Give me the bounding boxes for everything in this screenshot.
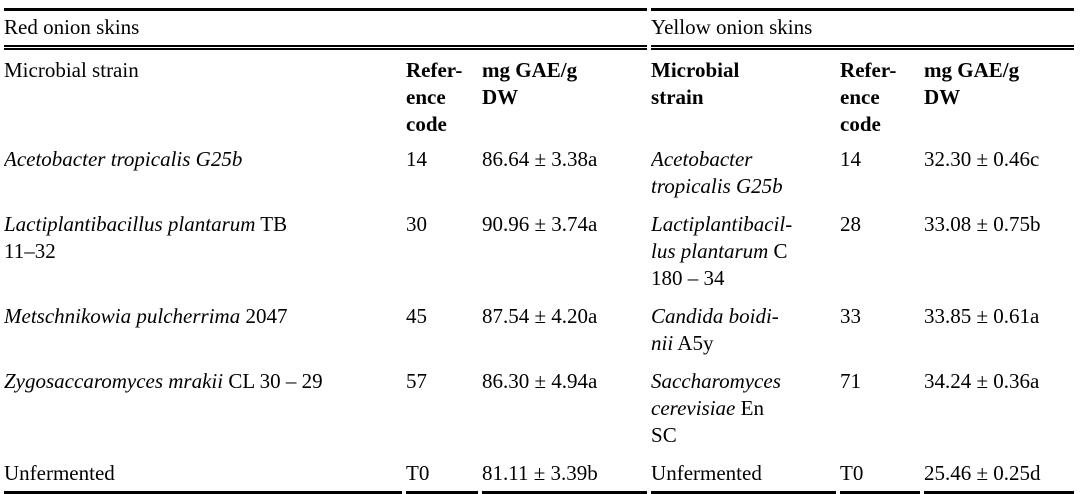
table-row: Lactiplantibacillus plantarum TB 11–32 30 9… (4, 211, 1074, 303)
value-cell-red: 81.11 ± 3.39b (482, 460, 648, 494)
reference-code-cell-red: 30 (406, 212, 427, 236)
column-header-strain-red: Microbial strain (4, 58, 139, 82)
results-table: Red onion skins Yellow onion skins Micro… (0, 8, 1078, 494)
table-row: Zygosaccaromyces mrakii CL 30 – 29 57 86.3… (4, 368, 1074, 460)
value-cell-yellow: 25.46 ± 0.25d (924, 460, 1075, 494)
reference-code-cell-yellow: 14 (840, 147, 862, 171)
group-header-yellow-onion-skins: Yellow onion skins (651, 8, 1075, 50)
strain-cell-red: Metschnikowia pulcherrima 2047 (4, 304, 288, 328)
strain-cell-red: Unfermented (4, 460, 402, 494)
table-row: Acetobacter tropicalis G25b 14 86.64 ± 3.3… (4, 146, 1074, 211)
column-header-mg-gae-yellow: mg GAE/g DW (924, 58, 1020, 109)
strain-cell-yellow: Unfermented (651, 460, 837, 494)
group-header-yellow-label: Yellow onion skins (651, 15, 813, 39)
value-cell-yellow: 33.85 ± 0.61a (924, 304, 1040, 328)
value-cell-red: 90.96 ± 3.74a (482, 212, 598, 236)
table-row: Unfermented T0 81.11 ± 3.39b Unfermented T0 2… (4, 460, 1075, 494)
column-header-strain-yellow: Microbial strain (651, 58, 740, 109)
group-header-red-label: Red onion skins (4, 15, 140, 39)
column-header-row: Microbial strain Refer-ence code mg GAE/g DW… (4, 50, 1074, 146)
value-cell-yellow: 34.24 ± 0.36a (924, 369, 1040, 393)
group-header-red-onion-skins: Red onion skins (4, 8, 648, 50)
strain-cell-yellow: Saccharomyces cerevisiae En SC (651, 369, 781, 447)
value-cell-yellow: 32.30 ± 0.46c (924, 147, 1040, 171)
reference-code-cell-red: 14 (406, 147, 427, 171)
value-cell-red: 86.64 ± 3.38a (482, 147, 598, 171)
strain-cell-red: Zygosaccaromyces mrakii CL 30 – 29 (4, 369, 323, 393)
reference-code-cell-yellow: T0 (840, 460, 921, 494)
column-header-reference-code-yellow: Refer-ence code (840, 58, 897, 136)
strain-cell-red: Acetobacter tropicalis G25b (4, 147, 243, 171)
reference-code-cell-red: 45 (406, 304, 427, 328)
reference-code-cell-yellow: 33 (840, 304, 862, 328)
value-cell-yellow: 33.08 ± 0.75b (924, 212, 1041, 236)
strain-cell-yellow: Acetobacter tropicalis G25b (651, 147, 783, 198)
reference-code-cell-yellow: 28 (840, 212, 862, 236)
strain-cell-red: Lactiplantibacillus plantarum TB 11–32 (4, 212, 288, 263)
strain-cell-yellow: Lactiplantibacil-lus plantarum C 180 – 34 (651, 212, 793, 290)
group-header-row: Red onion skins Yellow onion skins (4, 8, 1075, 50)
value-cell-red: 86.30 ± 4.94a (482, 369, 598, 393)
reference-code-cell-red: T0 (406, 460, 478, 494)
reference-code-cell-red: 57 (406, 369, 427, 393)
table-row: Metschnikowia pulcherrima 2047 45 87.54 ± … (4, 303, 1074, 368)
value-cell-red: 87.54 ± 4.20a (482, 304, 598, 328)
reference-code-cell-yellow: 71 (840, 369, 862, 393)
strain-cell-yellow: Candida boidi-nii A5y (651, 304, 779, 355)
column-header-reference-code-red: Refer-ence code (406, 58, 463, 136)
column-header-mg-gae-red: mg GAE/g DW (482, 58, 578, 109)
